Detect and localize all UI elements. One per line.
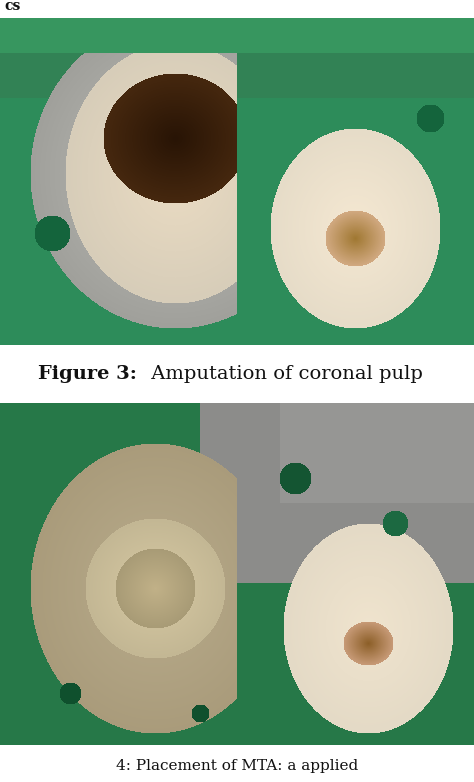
- Text: Figure 3:: Figure 3:: [38, 365, 137, 383]
- Text: 4: Placement of MTA: a applied: 4: Placement of MTA: a applied: [116, 759, 358, 773]
- Text: cs: cs: [5, 0, 21, 13]
- Text: Amputation of coronal pulp: Amputation of coronal pulp: [145, 365, 422, 383]
